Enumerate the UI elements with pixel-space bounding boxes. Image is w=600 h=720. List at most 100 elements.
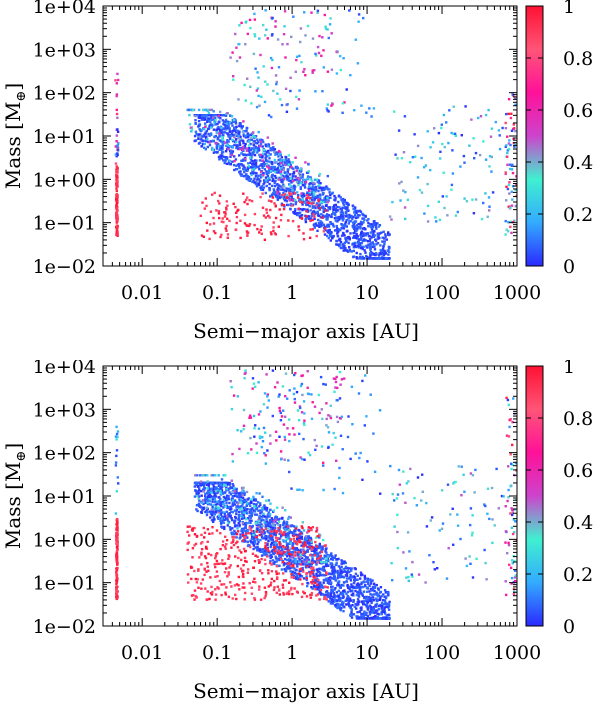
data-point xyxy=(373,583,375,585)
data-point xyxy=(224,491,226,493)
data-point xyxy=(116,591,118,593)
data-point xyxy=(284,56,286,58)
data-point xyxy=(216,147,218,149)
data-point xyxy=(236,130,238,132)
data-point xyxy=(327,206,329,208)
data-point xyxy=(211,194,213,196)
data-point xyxy=(238,492,240,494)
data-point xyxy=(506,152,508,154)
data-point xyxy=(353,582,355,584)
data-point xyxy=(269,187,271,189)
data-point xyxy=(248,515,250,517)
data-point xyxy=(332,211,334,213)
data-point xyxy=(332,224,334,226)
data-point xyxy=(348,222,350,224)
data-point xyxy=(366,219,368,221)
data-point xyxy=(211,147,213,149)
data-point xyxy=(336,558,338,560)
data-point xyxy=(246,225,248,227)
data-point xyxy=(438,201,440,203)
data-point xyxy=(348,246,350,248)
data-point xyxy=(455,214,457,216)
data-point xyxy=(242,494,244,496)
data-point xyxy=(202,499,204,501)
data-point xyxy=(199,142,201,144)
data-point xyxy=(296,181,298,183)
data-point xyxy=(284,156,286,158)
data-point xyxy=(360,235,362,237)
data-point xyxy=(239,148,241,150)
data-point xyxy=(293,185,295,187)
y-tick-label: 1e+03 xyxy=(33,39,96,61)
data-point xyxy=(369,617,371,619)
data-point xyxy=(264,168,266,170)
cluster-main-diagonal xyxy=(194,482,391,620)
data-point xyxy=(349,232,351,234)
data-point xyxy=(354,576,356,578)
data-point xyxy=(260,163,262,165)
data-point xyxy=(433,127,435,129)
data-point xyxy=(276,191,278,193)
data-point xyxy=(264,157,266,159)
data-point xyxy=(315,186,317,188)
data-point xyxy=(347,567,349,569)
data-point xyxy=(220,487,222,489)
data-point xyxy=(270,233,272,235)
data-point xyxy=(347,570,349,572)
data-point xyxy=(287,204,289,206)
x-tick-label: 10 xyxy=(355,282,379,304)
data-point xyxy=(325,552,327,554)
data-point xyxy=(332,209,334,211)
data-point xyxy=(420,157,422,159)
data-point xyxy=(366,591,368,593)
data-point xyxy=(290,36,292,38)
data-point xyxy=(202,490,204,492)
data-point xyxy=(302,208,304,210)
data-point xyxy=(214,192,216,194)
data-point xyxy=(367,583,369,585)
data-point xyxy=(339,239,341,241)
data-point xyxy=(381,613,383,615)
data-point xyxy=(299,175,301,177)
data-point xyxy=(209,494,211,496)
data-point xyxy=(326,109,328,111)
data-point xyxy=(371,617,373,619)
data-point xyxy=(235,165,237,167)
data-point xyxy=(426,183,428,185)
data-point xyxy=(341,601,343,603)
data-point xyxy=(246,78,248,80)
data-point xyxy=(260,171,262,173)
data-point xyxy=(242,497,244,499)
data-point xyxy=(379,617,381,619)
data-point xyxy=(459,165,461,167)
data-point xyxy=(270,546,272,548)
data-point xyxy=(278,521,280,523)
data-point xyxy=(490,136,492,138)
data-point xyxy=(346,577,348,579)
data-point xyxy=(249,27,251,29)
data-point xyxy=(441,124,443,126)
data-point xyxy=(264,101,266,103)
data-point xyxy=(309,228,311,230)
data-point xyxy=(253,53,255,55)
data-point xyxy=(316,235,318,237)
data-point xyxy=(289,77,291,79)
data-point xyxy=(204,133,206,135)
data-point xyxy=(238,154,240,156)
data-point xyxy=(266,185,268,187)
data-point xyxy=(284,509,286,511)
data-point xyxy=(341,200,343,202)
data-point xyxy=(259,54,261,56)
data-point xyxy=(355,39,357,41)
data-point xyxy=(239,237,241,239)
data-point xyxy=(387,249,389,251)
data-point xyxy=(245,524,247,526)
data-point xyxy=(286,559,288,561)
data-point xyxy=(322,209,324,211)
data-point xyxy=(274,191,276,193)
data-point xyxy=(258,168,260,170)
data-point xyxy=(208,117,210,119)
data-point xyxy=(218,474,220,476)
data-point xyxy=(343,227,345,229)
data-point xyxy=(286,196,288,198)
